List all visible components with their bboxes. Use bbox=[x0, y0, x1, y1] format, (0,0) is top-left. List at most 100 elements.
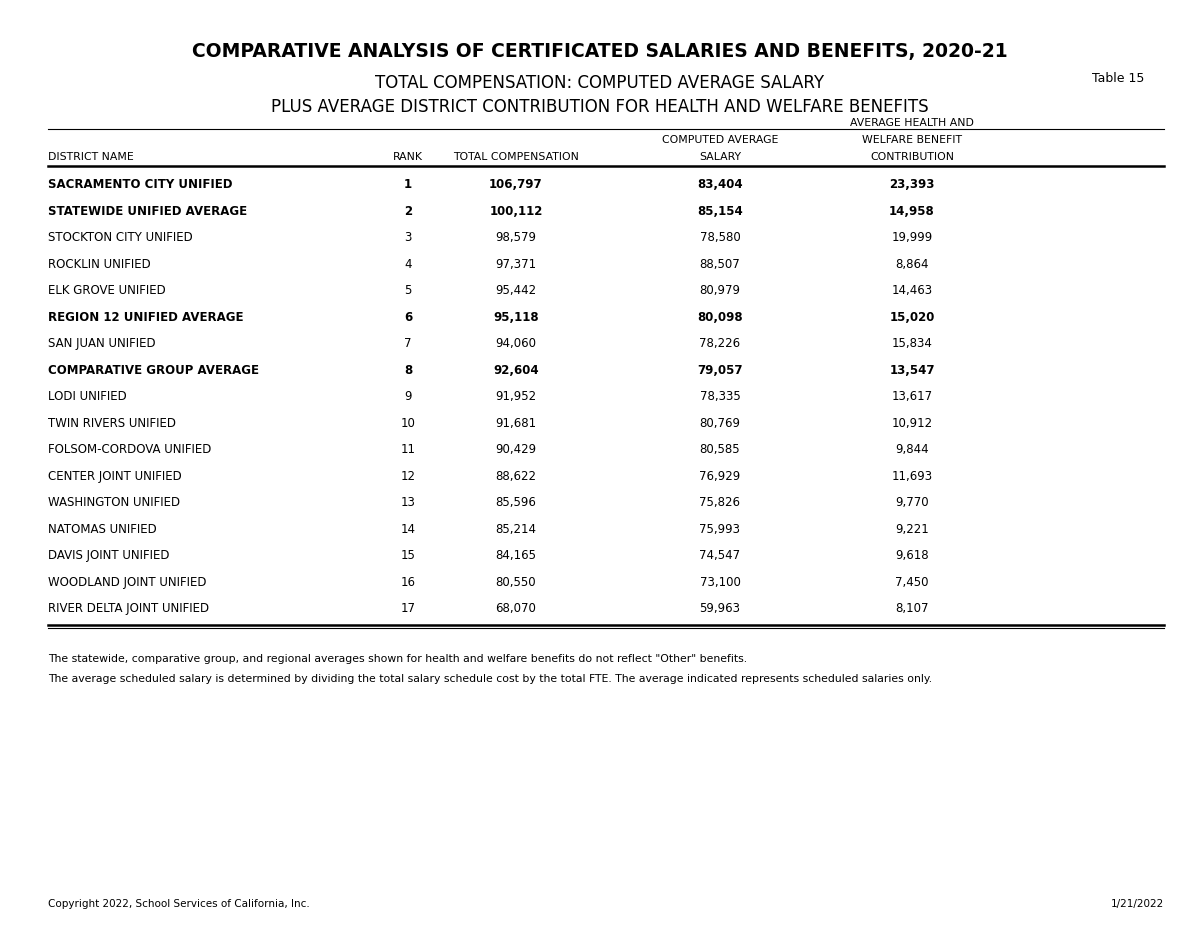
Text: 91,681: 91,681 bbox=[496, 416, 536, 429]
Text: 9,221: 9,221 bbox=[895, 522, 929, 535]
Text: 91,952: 91,952 bbox=[496, 390, 536, 403]
Text: 3: 3 bbox=[404, 231, 412, 244]
Text: 9,618: 9,618 bbox=[895, 548, 929, 561]
Text: TOTAL COMPENSATION: COMPUTED AVERAGE SALARY: TOTAL COMPENSATION: COMPUTED AVERAGE SAL… bbox=[376, 74, 824, 92]
Text: ROCKLIN UNIFIED: ROCKLIN UNIFIED bbox=[48, 257, 151, 270]
Text: 10: 10 bbox=[401, 416, 415, 429]
Text: 106,797: 106,797 bbox=[490, 178, 542, 191]
Text: 88,622: 88,622 bbox=[496, 469, 536, 482]
Text: 1/21/2022: 1/21/2022 bbox=[1111, 897, 1164, 908]
Text: 4: 4 bbox=[404, 257, 412, 270]
Text: 84,165: 84,165 bbox=[496, 548, 536, 561]
Text: 13,547: 13,547 bbox=[889, 363, 935, 376]
Text: 75,826: 75,826 bbox=[700, 496, 740, 509]
Text: 100,112: 100,112 bbox=[490, 204, 542, 217]
Text: Copyright 2022, School Services of California, Inc.: Copyright 2022, School Services of Calif… bbox=[48, 897, 310, 908]
Text: SALARY: SALARY bbox=[698, 151, 742, 161]
Text: 68,070: 68,070 bbox=[496, 601, 536, 614]
Text: 5: 5 bbox=[404, 284, 412, 297]
Text: 14,958: 14,958 bbox=[889, 204, 935, 217]
Text: COMPUTED AVERAGE: COMPUTED AVERAGE bbox=[662, 135, 778, 145]
Text: 78,580: 78,580 bbox=[700, 231, 740, 244]
Text: 17: 17 bbox=[401, 601, 415, 614]
Text: COMPARATIVE GROUP AVERAGE: COMPARATIVE GROUP AVERAGE bbox=[48, 363, 259, 376]
Text: STATEWIDE UNIFIED AVERAGE: STATEWIDE UNIFIED AVERAGE bbox=[48, 204, 247, 217]
Text: 90,429: 90,429 bbox=[496, 443, 536, 456]
Text: 7: 7 bbox=[404, 337, 412, 350]
Text: 76,929: 76,929 bbox=[700, 469, 740, 482]
Text: 85,214: 85,214 bbox=[496, 522, 536, 535]
Text: REGION 12 UNIFIED AVERAGE: REGION 12 UNIFIED AVERAGE bbox=[48, 310, 244, 323]
Text: 9,770: 9,770 bbox=[895, 496, 929, 509]
Text: 23,393: 23,393 bbox=[889, 178, 935, 191]
Text: 95,442: 95,442 bbox=[496, 284, 536, 297]
Text: 7,450: 7,450 bbox=[895, 574, 929, 587]
Text: 95,118: 95,118 bbox=[493, 310, 539, 323]
Text: 8,864: 8,864 bbox=[895, 257, 929, 270]
Text: 80,769: 80,769 bbox=[700, 416, 740, 429]
Text: 12: 12 bbox=[401, 469, 415, 482]
Text: 19,999: 19,999 bbox=[892, 231, 932, 244]
Text: RANK: RANK bbox=[394, 151, 424, 161]
Text: 92,604: 92,604 bbox=[493, 363, 539, 376]
Text: 78,226: 78,226 bbox=[700, 337, 740, 350]
Text: The statewide, comparative group, and regional averages shown for health and wel: The statewide, comparative group, and re… bbox=[48, 653, 748, 663]
Text: NATOMAS UNIFIED: NATOMAS UNIFIED bbox=[48, 522, 157, 535]
Text: 11: 11 bbox=[401, 443, 415, 456]
Text: 98,579: 98,579 bbox=[496, 231, 536, 244]
Text: 11,693: 11,693 bbox=[892, 469, 932, 482]
Text: 80,550: 80,550 bbox=[496, 574, 536, 587]
Text: 75,993: 75,993 bbox=[700, 522, 740, 535]
Text: TWIN RIVERS UNIFIED: TWIN RIVERS UNIFIED bbox=[48, 416, 176, 429]
Text: 6: 6 bbox=[404, 310, 412, 323]
Text: 80,979: 80,979 bbox=[700, 284, 740, 297]
Text: 10,912: 10,912 bbox=[892, 416, 932, 429]
Text: WOODLAND JOINT UNIFIED: WOODLAND JOINT UNIFIED bbox=[48, 574, 206, 587]
Text: 9: 9 bbox=[404, 390, 412, 403]
Text: 80,585: 80,585 bbox=[700, 443, 740, 456]
Text: 85,154: 85,154 bbox=[697, 204, 743, 217]
Text: 83,404: 83,404 bbox=[697, 178, 743, 191]
Text: WELFARE BENEFIT: WELFARE BENEFIT bbox=[862, 135, 962, 145]
Text: 14,463: 14,463 bbox=[892, 284, 932, 297]
Text: FOLSOM-CORDOVA UNIFIED: FOLSOM-CORDOVA UNIFIED bbox=[48, 443, 211, 456]
Text: 8,107: 8,107 bbox=[895, 601, 929, 614]
Text: AVERAGE HEALTH AND: AVERAGE HEALTH AND bbox=[850, 118, 974, 128]
Text: STOCKTON CITY UNIFIED: STOCKTON CITY UNIFIED bbox=[48, 231, 193, 244]
Text: CONTRIBUTION: CONTRIBUTION bbox=[870, 151, 954, 161]
Text: 97,371: 97,371 bbox=[496, 257, 536, 270]
Text: 85,596: 85,596 bbox=[496, 496, 536, 509]
Text: 15,834: 15,834 bbox=[892, 337, 932, 350]
Text: 88,507: 88,507 bbox=[700, 257, 740, 270]
Text: WASHINGTON UNIFIED: WASHINGTON UNIFIED bbox=[48, 496, 180, 509]
Text: RIVER DELTA JOINT UNIFIED: RIVER DELTA JOINT UNIFIED bbox=[48, 601, 209, 614]
Text: 2: 2 bbox=[404, 204, 412, 217]
Text: ELK GROVE UNIFIED: ELK GROVE UNIFIED bbox=[48, 284, 166, 297]
Text: CENTER JOINT UNIFIED: CENTER JOINT UNIFIED bbox=[48, 469, 181, 482]
Text: 15,020: 15,020 bbox=[889, 310, 935, 323]
Text: DAVIS JOINT UNIFIED: DAVIS JOINT UNIFIED bbox=[48, 548, 169, 561]
Text: 13: 13 bbox=[401, 496, 415, 509]
Text: 94,060: 94,060 bbox=[496, 337, 536, 350]
Text: LODI UNIFIED: LODI UNIFIED bbox=[48, 390, 127, 403]
Text: 9,844: 9,844 bbox=[895, 443, 929, 456]
Text: 59,963: 59,963 bbox=[700, 601, 740, 614]
Text: 14: 14 bbox=[401, 522, 415, 535]
Text: 78,335: 78,335 bbox=[700, 390, 740, 403]
Text: 80,098: 80,098 bbox=[697, 310, 743, 323]
Text: 73,100: 73,100 bbox=[700, 574, 740, 587]
Text: SAN JUAN UNIFIED: SAN JUAN UNIFIED bbox=[48, 337, 156, 350]
Text: 79,057: 79,057 bbox=[697, 363, 743, 376]
Text: PLUS AVERAGE DISTRICT CONTRIBUTION FOR HEALTH AND WELFARE BENEFITS: PLUS AVERAGE DISTRICT CONTRIBUTION FOR H… bbox=[271, 97, 929, 115]
Text: DISTRICT NAME: DISTRICT NAME bbox=[48, 151, 133, 161]
Text: 13,617: 13,617 bbox=[892, 390, 932, 403]
Text: 1: 1 bbox=[404, 178, 412, 191]
Text: 74,547: 74,547 bbox=[700, 548, 740, 561]
Text: The average scheduled salary is determined by dividing the total salary schedule: The average scheduled salary is determin… bbox=[48, 674, 932, 683]
Text: COMPARATIVE ANALYSIS OF CERTIFICATED SALARIES AND BENEFITS, 2020-21: COMPARATIVE ANALYSIS OF CERTIFICATED SAL… bbox=[192, 42, 1008, 60]
Text: Table 15: Table 15 bbox=[1092, 72, 1145, 85]
Text: SACRAMENTO CITY UNIFIED: SACRAMENTO CITY UNIFIED bbox=[48, 178, 233, 191]
Text: TOTAL COMPENSATION: TOTAL COMPENSATION bbox=[454, 151, 578, 161]
Text: 15: 15 bbox=[401, 548, 415, 561]
Text: 8: 8 bbox=[404, 363, 412, 376]
